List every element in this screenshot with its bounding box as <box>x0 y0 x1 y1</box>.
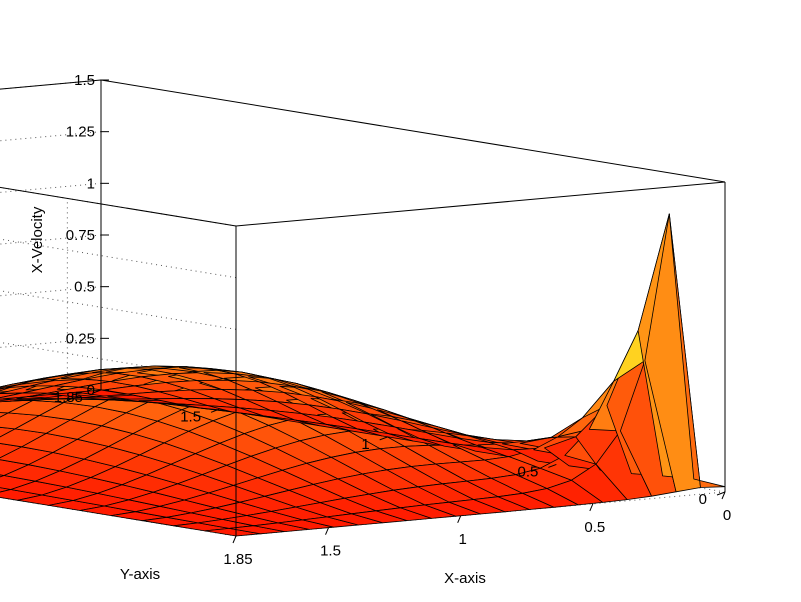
z-tick-label: 1.25 <box>66 124 95 141</box>
z-tick-label: 0.5 <box>74 279 95 296</box>
z-tick-label: 1.5 <box>74 72 95 89</box>
x-tick-mark <box>721 491 726 500</box>
z-tick-label: 0 <box>87 382 95 399</box>
x-tick-label: 0 <box>723 507 731 524</box>
y-tick-mark <box>716 491 726 496</box>
box-edge <box>235 181 726 227</box>
grid-line <box>0 238 237 279</box>
y-tick-mark <box>548 463 557 468</box>
x-tick-mark <box>589 503 594 512</box>
box-edge <box>0 79 102 90</box>
y-tick-mark <box>379 436 388 441</box>
box-edge <box>0 186 237 227</box>
z-tick-label: 1 <box>87 175 95 192</box>
surface-cell <box>668 213 726 488</box>
grid-line <box>0 341 237 382</box>
y-tick-label: 0 <box>699 491 707 508</box>
y-tick-label: 1.85 <box>54 389 83 406</box>
grid-line <box>0 290 237 330</box>
x-tick-mark <box>325 527 329 535</box>
y-tick-mark <box>92 389 102 394</box>
z-tick-label: 0.75 <box>66 227 95 244</box>
x-tick-label: 1 <box>459 531 467 548</box>
x-tick-label: 0.5 <box>584 519 605 536</box>
x-axis-label: X-axis <box>444 570 486 587</box>
x-tick-mark <box>232 535 237 544</box>
y-tick-label: 1.5 <box>180 408 201 425</box>
z-axis-label: X-Velocity <box>29 206 46 273</box>
y-axis-label: Y-axis <box>120 566 160 583</box>
x-tick-mark <box>457 515 462 523</box>
z-tick-label: 0.25 <box>66 330 95 347</box>
y-tick-mark <box>210 408 220 413</box>
x-tick-label: 1.5 <box>320 543 341 560</box>
box-edge <box>100 79 726 183</box>
surface-cell <box>0 487 12 493</box>
y-tick-label: 0.5 <box>517 463 538 480</box>
x-tick-label: 1.85 <box>223 551 252 568</box>
surface-mesh <box>0 213 726 537</box>
y-tick-label: 1 <box>361 436 369 453</box>
